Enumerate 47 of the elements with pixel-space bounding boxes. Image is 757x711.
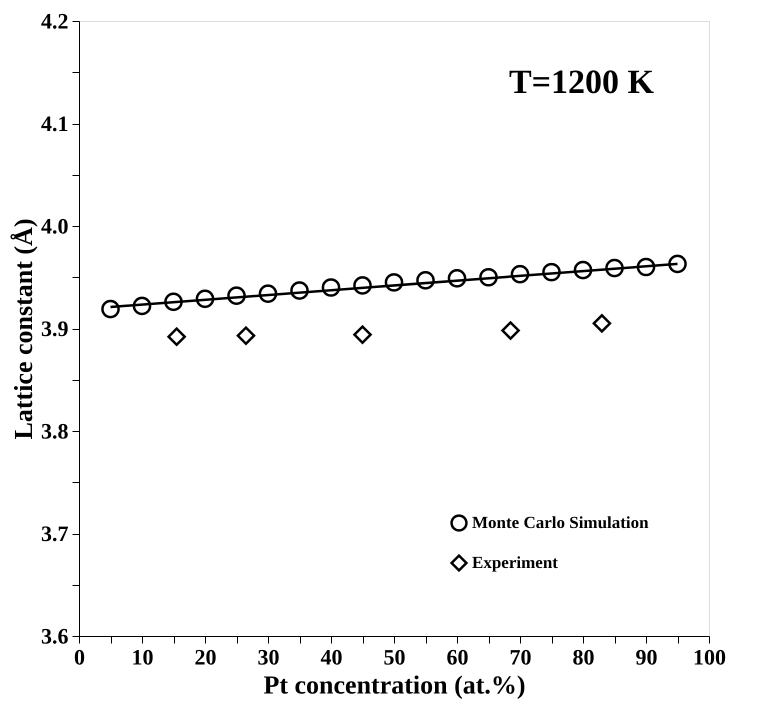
point	[164, 292, 183, 312]
x-tick-label: 0	[74, 644, 85, 670]
x-tick-label: 20	[194, 644, 216, 670]
y-tick-label: 3.9	[41, 316, 68, 341]
point	[448, 268, 466, 288]
x-tick-label: 100	[693, 644, 726, 670]
point	[322, 278, 340, 297]
legend-label: Monte Carlo Simulation	[472, 513, 650, 532]
x-tick-label: 60	[446, 644, 468, 670]
point	[132, 296, 152, 316]
y-tick-label: 4.1	[41, 111, 68, 136]
point	[384, 273, 404, 292]
y-tick-label: 4.2	[41, 8, 68, 34]
y-tick-label: 3.8	[41, 418, 68, 444]
x-tick-label: 80	[572, 644, 594, 670]
point	[353, 276, 372, 295]
point	[636, 258, 656, 276]
point	[290, 281, 309, 300]
point	[510, 264, 530, 284]
legend-label: Experiment	[472, 553, 558, 572]
point	[542, 262, 561, 282]
y-tick-label: 4.0	[41, 214, 68, 238]
point	[668, 254, 687, 274]
annotation: T=1200 K	[509, 64, 655, 101]
y-tick-label: 3.7	[41, 521, 68, 546]
point	[236, 326, 256, 345]
point	[353, 325, 372, 344]
x-axis-title: Pt concentration (at.%)	[263, 670, 526, 700]
point	[479, 268, 498, 287]
x-tick-label: 10	[132, 644, 154, 670]
point	[196, 289, 214, 308]
point	[574, 260, 592, 280]
x-tick-label: 70	[510, 644, 532, 670]
point	[416, 271, 435, 290]
point	[501, 321, 520, 340]
point	[227, 286, 246, 305]
point	[101, 300, 120, 318]
point	[258, 284, 278, 303]
point	[592, 314, 612, 333]
x-tick-label: 90	[636, 644, 658, 670]
x-tick-label: 50	[384, 644, 406, 670]
point	[167, 327, 186, 346]
x-tick-label: 30	[258, 644, 280, 670]
point	[605, 258, 624, 278]
x-tick-label: 40	[320, 644, 342, 670]
y-axis-title: Lattice constant (Å)	[9, 218, 38, 440]
y-tick-label: 3.6	[41, 624, 68, 648]
